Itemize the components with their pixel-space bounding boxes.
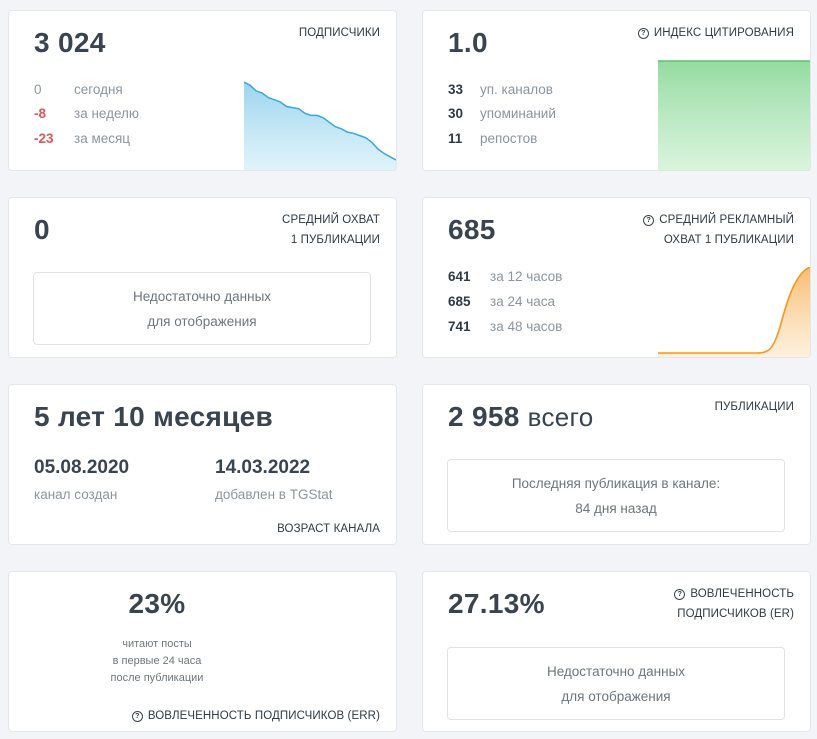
- ad-reach-label-line1: СРЕДНИЙ РЕКЛАМНЫЙ: [659, 214, 794, 226]
- er-card[interactable]: 27.13% ? ВОВЛЕЧЕННОСТЬ ПОДПИСЧИКОВ (ER) Н…: [422, 571, 811, 732]
- er-value: 27.13%: [448, 588, 545, 619]
- ad-reach-line: [658, 267, 810, 354]
- subscribers-trend-area: [244, 82, 396, 170]
- citation-mentions-row: 30 упоминаний: [448, 102, 556, 126]
- subscribers-today-row: 0 сегодня: [34, 78, 123, 102]
- added-date: 14.03.2022: [215, 457, 311, 478]
- er-empty-line1: Недостаточно данных: [546, 663, 686, 679]
- err-label-text: ВОВЛЕЧЕННОСТЬ ПОДПИСЧИКОВ (ERR): [147, 710, 380, 722]
- publications-value: 2 958 всего: [448, 401, 594, 433]
- citation-trend-chart[interactable]: [658, 59, 810, 171]
- empty-text-line1: Недостаточно данных: [132, 288, 272, 304]
- avg-reach-label-line1: СРЕДНИЙ ОХВАТ: [282, 214, 380, 226]
- err-description: читают посты в первые 24 часа после публ…: [9, 636, 305, 687]
- help-icon[interactable]: ?: [637, 28, 649, 39]
- er-label: ? ВОВЛЕЧЕННОСТЬ ПОДПИСЧИКОВ (ER): [674, 584, 794, 624]
- reach-24h-label: за 24 часа: [490, 294, 556, 309]
- last-publication-line2: 84 дня назад: [575, 500, 657, 516]
- reposts-value: 11: [448, 131, 463, 146]
- err-desc-line1: читают посты: [122, 638, 192, 650]
- citation-card[interactable]: 1.0 ? ИНДЕКС ЦИТИРОВАНИЯ 33 уп. каналов 30…: [422, 10, 811, 171]
- ad-reach-48h-row: 741 за 48 часов: [448, 315, 562, 339]
- reach-48h-value: 741: [448, 319, 471, 334]
- reach-12h-value: 641: [448, 269, 471, 284]
- er-label-line1: ВОВЛЕЧЕННОСТЬ: [690, 588, 794, 600]
- today-value: 0: [34, 82, 42, 97]
- subscribers-card[interactable]: 3 024 ПОДПИСЧИКИ 0 сегодня -8 за неделю -2…: [8, 10, 397, 171]
- help-icon[interactable]: ?: [131, 711, 143, 722]
- ad-reach-label: ? СРЕДНИЙ РЕКЛАМНЫЙ ОХВАТ 1 ПУБЛИКАЦИИ: [643, 210, 794, 250]
- ad-reach-value: 685: [448, 214, 496, 245]
- er-empty-line2: для отображения: [561, 688, 671, 704]
- subscribers-trend-chart[interactable]: [244, 80, 396, 170]
- err-value: 23%: [128, 588, 186, 619]
- err-desc-line2: в первые 24 часа: [112, 655, 202, 667]
- channels-value: 33: [448, 82, 464, 97]
- ad-reach-card[interactable]: 685 ? СРЕДНИЙ РЕКЛАМНЫЙ ОХВАТ 1 ПУБЛИКАЦИ…: [422, 197, 811, 358]
- month-label: за месяц: [74, 131, 131, 146]
- citation-label-text: ИНДЕКС ЦИТИРОВАНИЯ: [653, 27, 794, 39]
- citation-label: ? ИНДЕКС ЦИТИРОВАНИЯ: [637, 23, 794, 43]
- avg-reach-card[interactable]: 0 СРЕДНИЙ ОХВАТ 1 ПУБЛИКАЦИИ Недостаточн…: [8, 197, 397, 358]
- created-date: 05.08.2020: [34, 457, 130, 478]
- today-label: сегодня: [74, 82, 123, 97]
- week-label: за неделю: [74, 106, 140, 121]
- ad-reach-24h-row: 685 за 24 часа: [448, 290, 555, 314]
- publications-count: 2 958: [448, 401, 520, 432]
- last-publication-box: Последняя публикация в канале: 84 дня на…: [447, 459, 785, 532]
- reach-48h-label: за 48 часов: [490, 319, 563, 334]
- channels-label: уп. каналов: [480, 82, 553, 97]
- citation-index-value: 1.0: [448, 27, 488, 58]
- channel-age-card[interactable]: 5 лет 10 месяцев 05.08.2020 канал создан…: [8, 384, 397, 545]
- ad-reach-area: [658, 267, 810, 357]
- reach-24h-value: 685: [448, 294, 471, 309]
- added-label: добавлен в TGStat: [215, 487, 333, 502]
- week-value: -8: [34, 106, 47, 121]
- publications-label: ПУБЛИКАЦИИ: [714, 401, 794, 413]
- avg-reach-value: 0: [34, 214, 50, 245]
- subscribers-trend-line: [244, 81, 396, 161]
- avg-reach-empty-box: Недостаточно данных для отображения: [33, 272, 371, 345]
- er-empty-box: Недостаточно данных для отображения: [447, 647, 785, 720]
- mentions-label: упоминаний: [480, 106, 556, 121]
- help-icon[interactable]: ?: [674, 589, 686, 600]
- err-desc-line3: после публикации: [110, 672, 204, 684]
- channel-age-label: ВОЗРАСТ КАНАЛА: [277, 523, 380, 535]
- publications-suffix: всего: [527, 402, 594, 432]
- subscribers-label: ПОДПИСЧИКИ: [298, 27, 380, 39]
- ad-reach-label-line2: ОХВАТ 1 ПУБЛИКАЦИИ: [663, 234, 794, 246]
- avg-reach-label: СРЕДНИЙ ОХВАТ 1 ПУБЛИКАЦИИ: [282, 210, 380, 250]
- er-label-line2: ПОДПИСЧИКОВ (ER): [677, 608, 794, 620]
- subscribers-week-row: -8 за неделю: [34, 102, 139, 126]
- mentions-value: 30: [448, 106, 464, 121]
- avg-reach-label-line2: 1 ПУБЛИКАЦИИ: [290, 234, 380, 246]
- citation-channels-row: 33 уп. каналов: [448, 78, 553, 102]
- created-label: канал создан: [34, 487, 118, 502]
- citation-area: [658, 61, 810, 171]
- empty-text-line2: для отображения: [147, 313, 257, 329]
- help-icon[interactable]: ?: [643, 215, 655, 226]
- err-label: ? ВОВЛЕЧЕННОСТЬ ПОДПИСЧИКОВ (ERR): [131, 706, 380, 726]
- reach-12h-label: за 12 часов: [490, 269, 563, 284]
- last-publication-line1: Последняя публикация в канале:: [511, 475, 721, 491]
- ad-reach-trend-chart[interactable]: [658, 267, 810, 357]
- subscribers-count: 3 024: [34, 27, 106, 58]
- err-card[interactable]: 23% читают посты в первые 24 часа после …: [8, 571, 397, 732]
- publications-card[interactable]: 2 958 всего ПУБЛИКАЦИИ Последняя публика…: [422, 384, 811, 545]
- month-value: -23: [34, 131, 54, 146]
- subscribers-month-row: -23 за месяц: [34, 127, 130, 151]
- ad-reach-12h-row: 641 за 12 часов: [448, 265, 562, 289]
- channel-age-value: 5 лет 10 месяцев: [34, 401, 274, 432]
- citation-reposts-row: 11 репостов: [448, 127, 537, 151]
- reposts-label: репостов: [480, 131, 538, 146]
